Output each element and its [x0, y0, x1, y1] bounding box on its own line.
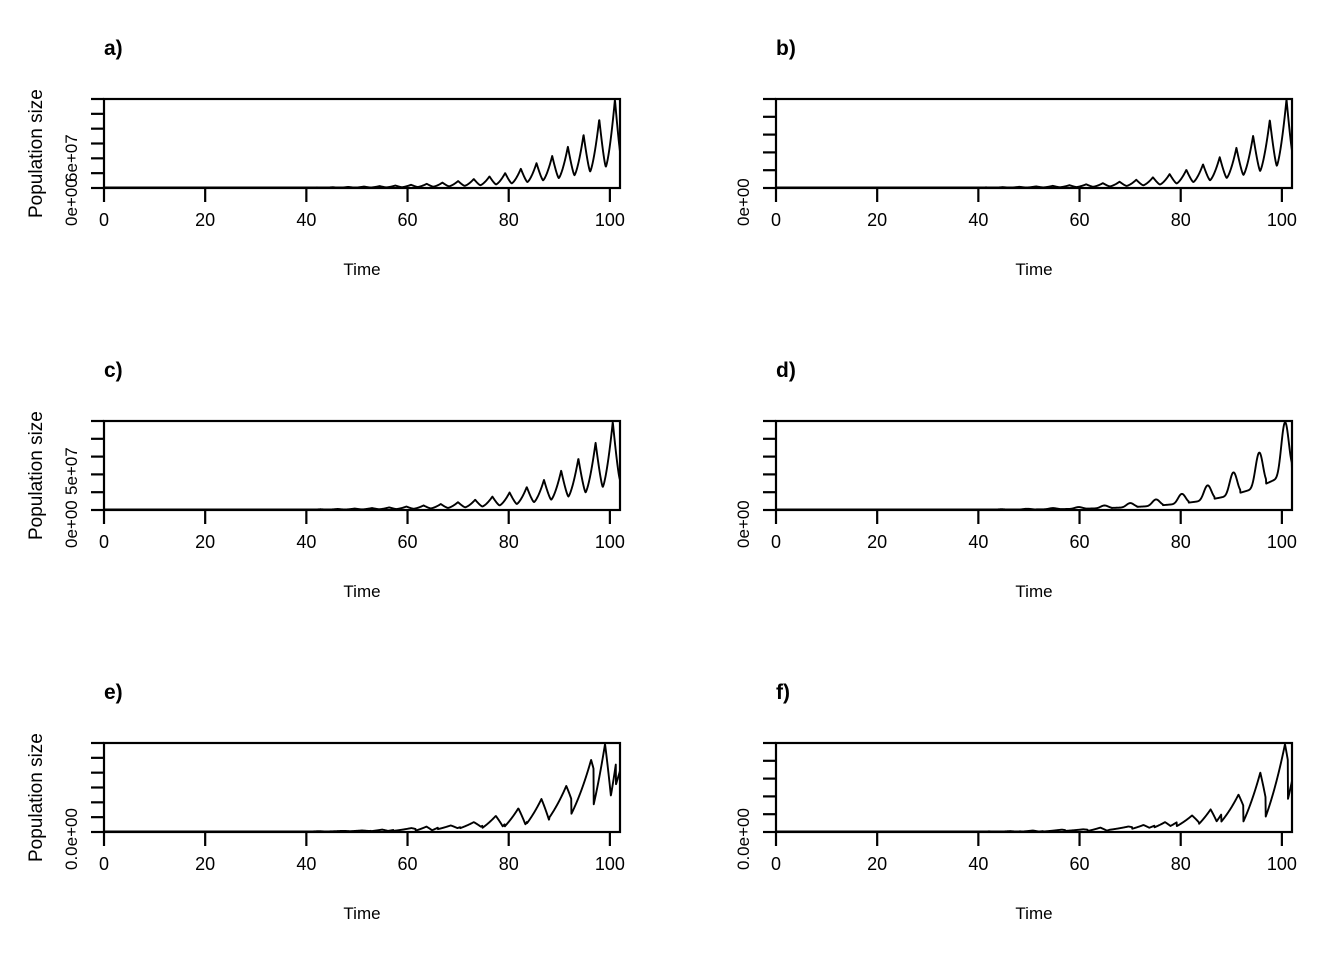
x-tick-label-c-0: 0: [98, 532, 109, 552]
panel-label-f: f): [776, 681, 790, 704]
data-series-d: [775, 421, 1293, 511]
panel-label-a: a): [104, 37, 123, 60]
plot-area-e: [91, 741, 622, 846]
x-tick-label-e-2: 40: [296, 854, 317, 874]
panel-label-b: b): [776, 37, 796, 60]
plot-area-a: [91, 97, 622, 202]
x-tick-label-e-0: 0: [98, 854, 109, 874]
x-tick-label-b-4: 80: [1170, 210, 1191, 230]
x-tick-label-a-2: 40: [296, 210, 317, 230]
x-axis-title-e: Time: [343, 904, 381, 923]
plot-frame-b: [774, 97, 1294, 190]
x-axis-title-b: Time: [1015, 260, 1053, 279]
x-tick-label-a-0: 0: [98, 210, 109, 230]
plot-frame-f: [774, 741, 1294, 834]
panel-label-c: c): [104, 359, 123, 382]
y-tick-label-c-1: 5e+07: [62, 446, 81, 495]
x-tick-label-d-1: 20: [867, 532, 888, 552]
x-tick-label-b-3: 60: [1069, 210, 1090, 230]
x-tick-label-f-4: 80: [1170, 854, 1191, 874]
x-tick-label-c-1: 20: [195, 532, 216, 552]
x-tick-label-f-2: 40: [968, 854, 989, 874]
x-tick-label-d-3: 60: [1069, 532, 1090, 552]
data-series-e: [103, 743, 621, 833]
x-tick-label-c-2: 40: [296, 532, 317, 552]
x-tick-label-f-3: 60: [1069, 854, 1090, 874]
x-tick-label-a-3: 60: [397, 210, 418, 230]
plot-panel-a: a) Population size 0e+00 6e+07 0 20 40 60 80 100 T…: [0, 0, 672, 320]
x-tick-label-e-1: 20: [195, 854, 216, 874]
x-axis-title-f: Time: [1015, 904, 1053, 923]
x-tick-label-d-4: 80: [1170, 532, 1191, 552]
plot-frame-e: [102, 741, 622, 834]
plot-area-b: [763, 97, 1294, 202]
x-tick-label-c-3: 60: [397, 532, 418, 552]
x-tick-label-a-5: 100: [594, 210, 625, 230]
x-tick-label-f-1: 20: [867, 854, 888, 874]
plot-panel-d: d) 0e+00 0 20 40 60 80 100 Time: [672, 322, 1344, 642]
plot-frame-c: [102, 419, 622, 512]
plot-panel-b: b) 0e+00 0 20 40 60 80 100 Time: [672, 0, 1344, 320]
x-tick-label-b-5: 100: [1266, 210, 1297, 230]
x-axis-title-a: Time: [343, 260, 381, 279]
plot-panel-e: e) Population size 0.0e+00 0 20 40 60 80 100 Time: [0, 644, 672, 964]
data-series-b: [775, 99, 1293, 189]
x-tick-label-b-1: 20: [867, 210, 888, 230]
x-tick-label-d-0: 0: [770, 532, 781, 552]
data-series-a: [103, 99, 621, 189]
data-series-c: [103, 421, 621, 511]
x-tick-label-a-4: 80: [498, 210, 519, 230]
plot-area-d: [763, 419, 1294, 524]
x-tick-label-e-5: 100: [594, 854, 625, 874]
panel-label-e: e): [104, 681, 123, 704]
x-axis-title-d: Time: [1015, 582, 1053, 601]
x-tick-label-c-5: 100: [594, 532, 625, 552]
x-tick-label-a-1: 20: [195, 210, 216, 230]
x-tick-label-c-4: 80: [498, 532, 519, 552]
x-tick-label-b-2: 40: [968, 210, 989, 230]
x-tick-label-f-0: 0: [770, 854, 781, 874]
plot-panel-f: f) 0.0e+00 0 20 40 60 80 100 Time: [672, 644, 1344, 964]
data-series-f: [775, 743, 1293, 833]
x-axis-title-c: Time: [343, 582, 381, 601]
panel-label-d: d): [776, 359, 796, 382]
x-tick-label-d-5: 100: [1266, 532, 1297, 552]
plot-frame-a: [102, 97, 622, 190]
x-tick-label-d-2: 40: [968, 532, 989, 552]
x-tick-label-b-0: 0: [770, 210, 781, 230]
x-tick-label-f-5: 100: [1266, 854, 1297, 874]
x-tick-label-e-3: 60: [397, 854, 418, 874]
plot-area-c: [91, 419, 622, 524]
plot-panel-c: c) Population size 0e+00 5e+07 0 20 40 60 80 100 T…: [0, 322, 672, 642]
x-tick-label-e-4: 80: [498, 854, 519, 874]
plot-area-f: [763, 741, 1294, 846]
y-tick-label-a-1: 6e+07: [62, 133, 81, 182]
